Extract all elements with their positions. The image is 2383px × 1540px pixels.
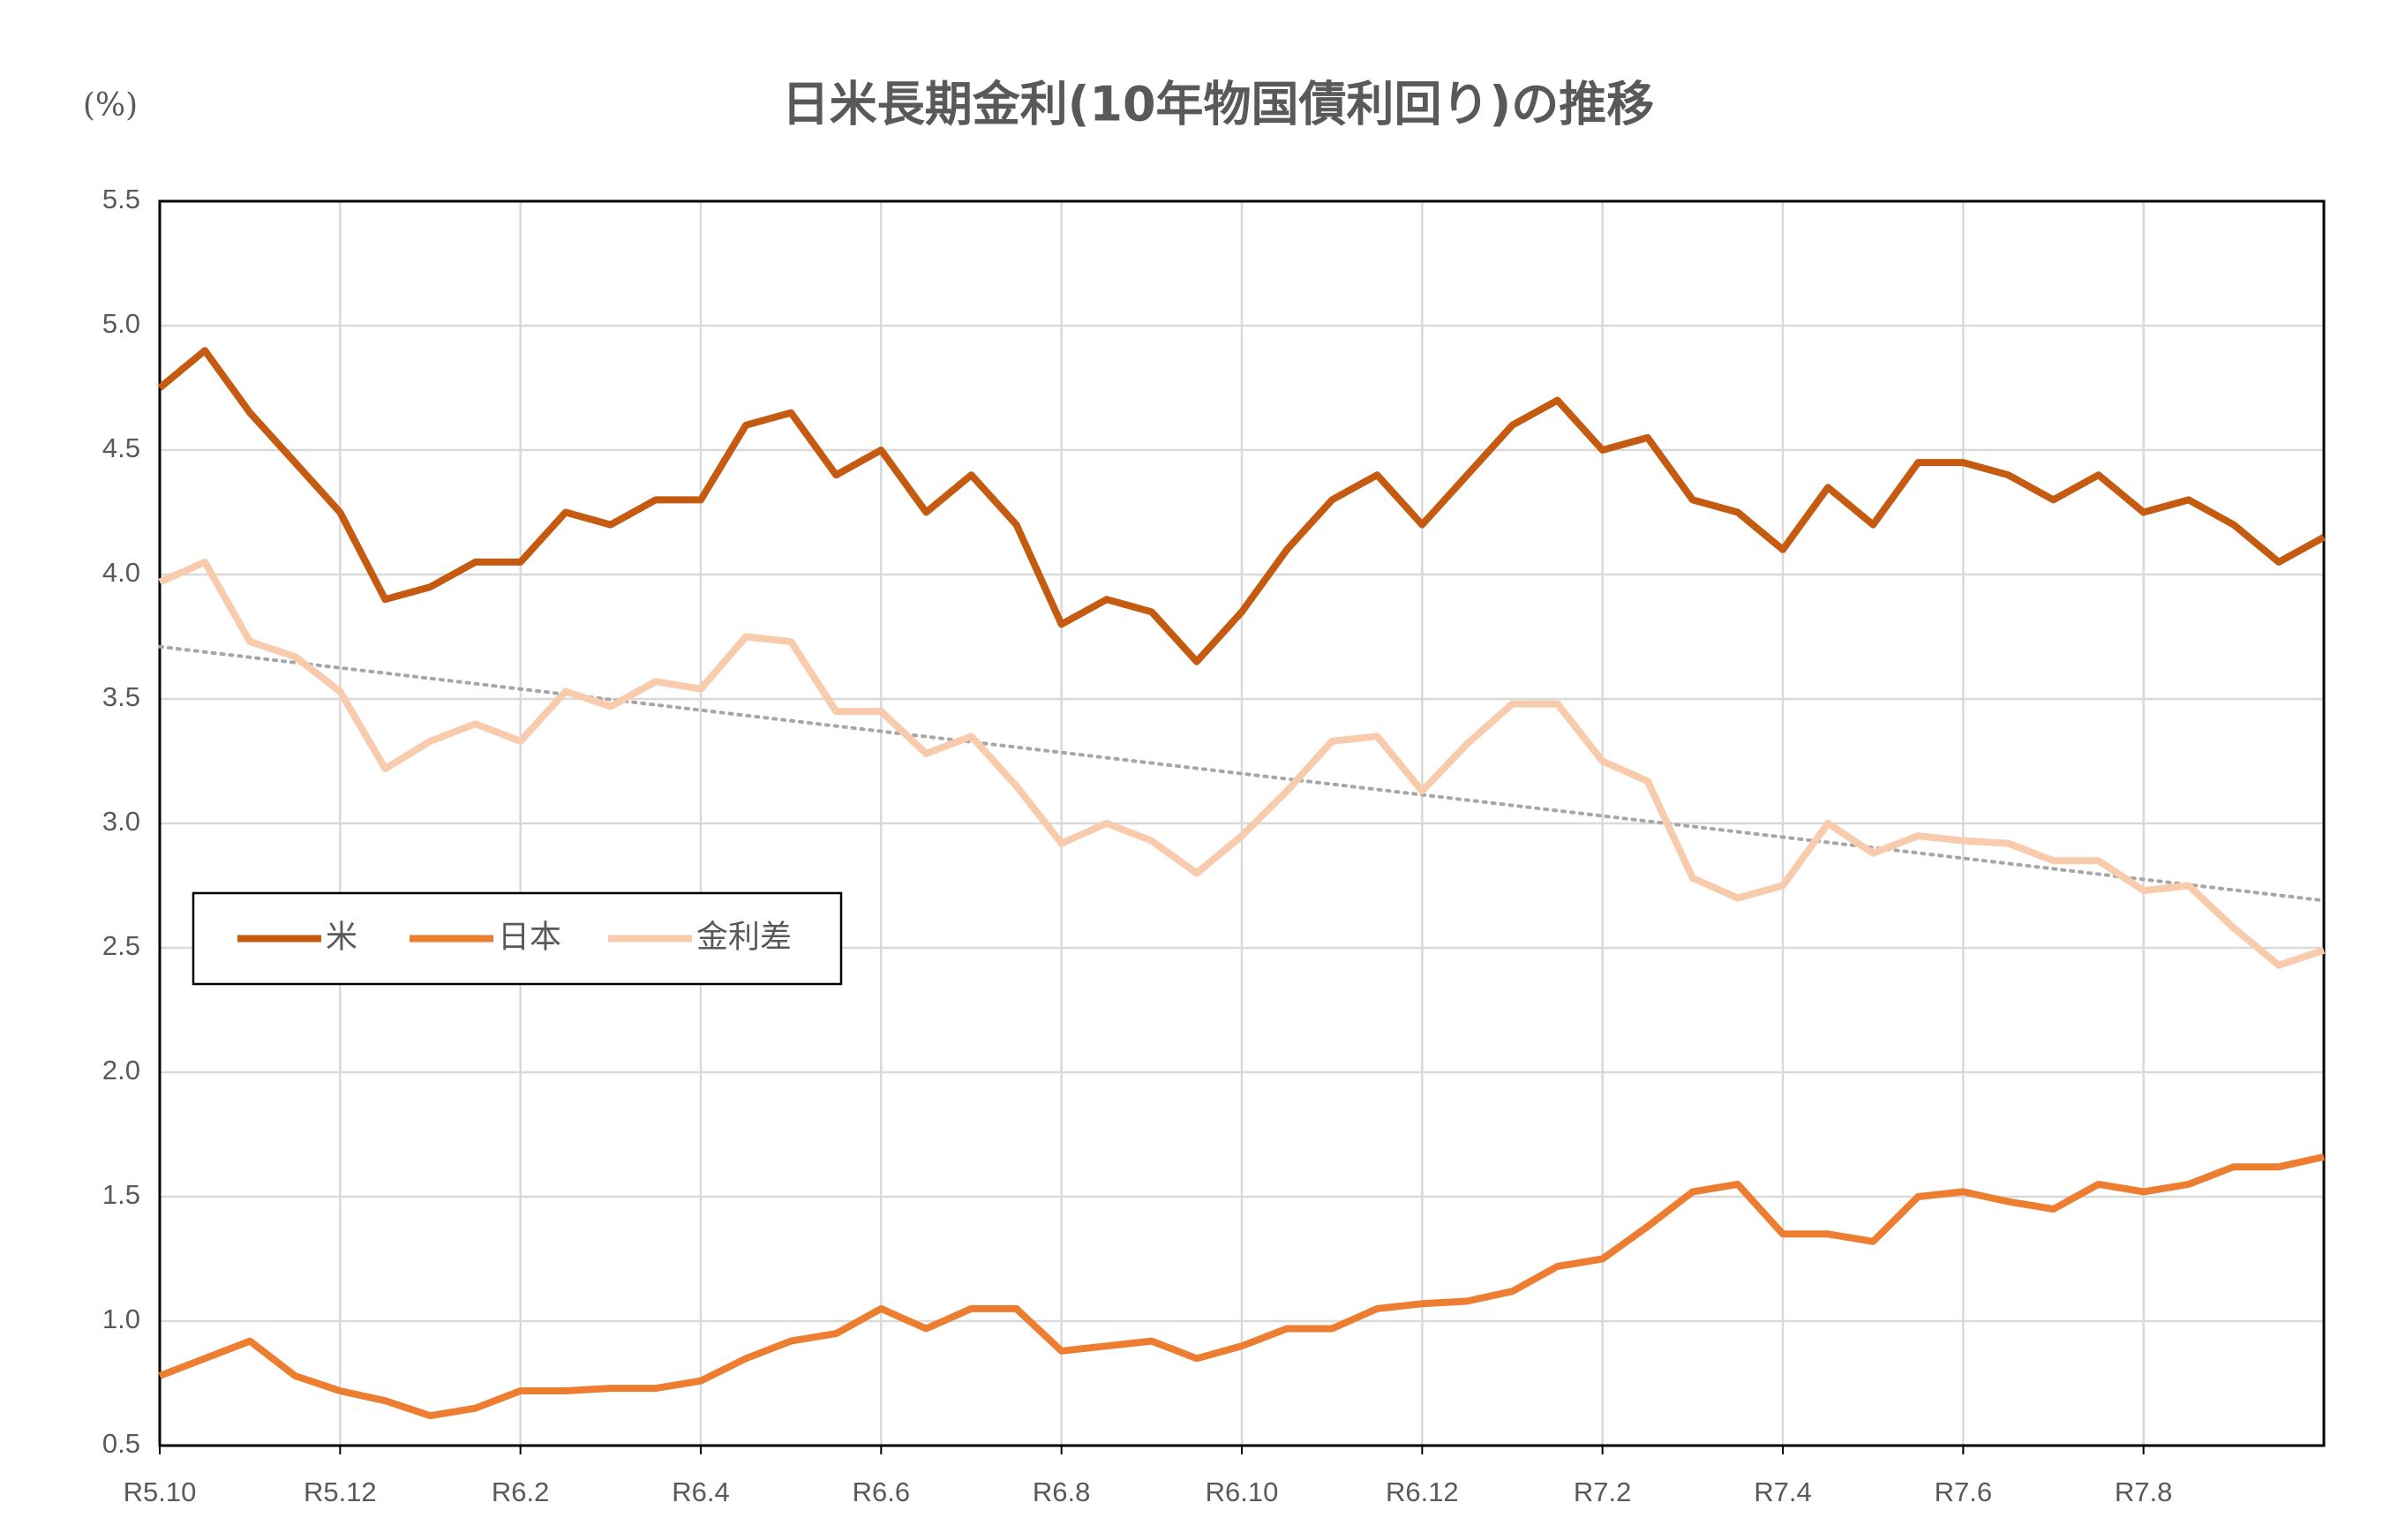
x-tick-label: R7.8 [2115, 1476, 2172, 1507]
y-tick-label: 5.0 [102, 308, 140, 339]
series-line [157, 347, 2326, 665]
chart-title: 日米長期金利(10年物国債利回り)の推移 [782, 77, 1655, 132]
x-tick-label: R6.4 [672, 1476, 729, 1507]
x-tick-label: R6.2 [492, 1476, 549, 1507]
y-tick-label: 1.0 [102, 1303, 140, 1334]
series-line [158, 1153, 2325, 1420]
legend-label: 金利差 [696, 920, 792, 956]
x-tick-label: R6.10 [1206, 1476, 1279, 1507]
y-tick-label: 3.0 [102, 806, 140, 837]
y-unit: (%) [83, 87, 138, 124]
x-tick-label: R7.2 [1574, 1476, 1631, 1507]
x-tick-label: R6.8 [1033, 1476, 1090, 1507]
plot-border [158, 199, 2326, 1447]
y-tick-label: 1.5 [102, 1179, 140, 1210]
series-line [158, 558, 2326, 969]
y-tick-label: 3.5 [102, 681, 140, 712]
x-tick-label: R6.12 [1386, 1476, 1459, 1507]
trendline [158, 644, 2326, 903]
y-tick-label: 5.5 [102, 184, 140, 214]
y-tick-label: 2.0 [102, 1055, 140, 1086]
x-tick-label: R5.10 [124, 1476, 197, 1507]
x-tick-label: R7.4 [1754, 1476, 1811, 1507]
y-tick-label: 2.5 [102, 930, 140, 961]
x-tick-label: R7.6 [1935, 1476, 1992, 1507]
legend-label: 日本 [498, 920, 561, 956]
y-tick-label: 4.0 [102, 557, 140, 588]
x-tick-label: R5.12 [304, 1476, 377, 1507]
legend-label: 米 [326, 920, 357, 956]
y-tick-label: 0.5 [102, 1428, 140, 1459]
x-tick-label: R6.6 [853, 1476, 910, 1507]
y-tick-label: 4.5 [102, 432, 140, 463]
